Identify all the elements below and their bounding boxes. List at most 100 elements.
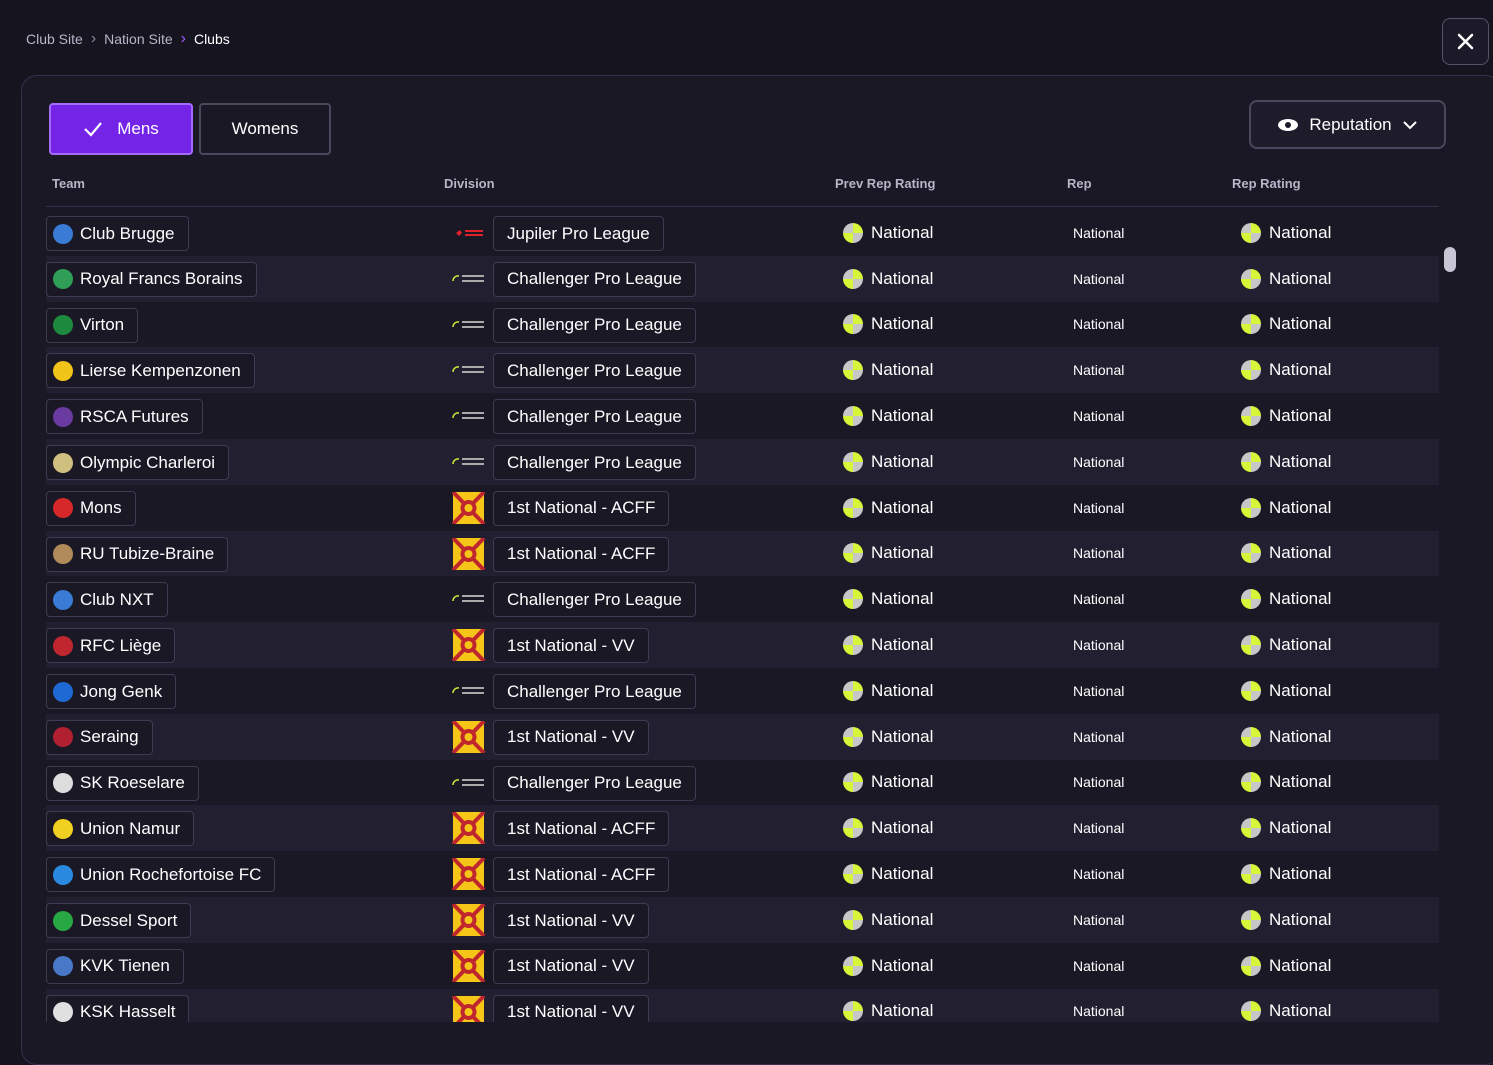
division-cell[interactable]: 1st National - VV [493,628,649,664]
division-cell[interactable]: Challenger Pro League [493,307,696,343]
division-cell[interactable]: Challenger Pro League [493,399,696,435]
table-row[interactable]: RFC Liège 1st National - VV National Nation… [46,622,1439,668]
rating-icon [843,497,863,518]
table-row[interactable]: Lierse Kempenzonen Challenger Pro League N… [46,347,1439,394]
team-cell[interactable]: Union Rochefortoise FC [46,857,276,893]
division-name: 1st National - ACFF [507,544,656,564]
team-cell[interactable]: Seraing [46,719,153,755]
team-cell[interactable]: Club Brugge [46,216,189,251]
team-cell[interactable]: KSK Hasselt [46,994,190,1022]
rep-text: National [1073,957,1125,974]
column-header[interactable]: Rep Rating [1232,176,1301,191]
column-header[interactable]: Prev Rep Rating [835,176,936,191]
rating-text: National [871,818,934,838]
table-row[interactable]: SK Roeselare Challenger Pro League Nationa… [46,760,1439,806]
rep: National [1073,210,1124,256]
crumb[interactable]: Club Site [26,31,83,47]
team-cell[interactable]: Dessel Sport [46,903,192,938]
division-cell[interactable]: 1st National - VV [493,948,649,984]
rep-rating: National [1241,210,1331,256]
sort-dropdown[interactable]: Reputation [1249,100,1446,149]
rating-text: National [1269,772,1332,792]
team-cell[interactable]: SK Roeselare [46,765,199,801]
division-cell[interactable]: Challenger Pro League [493,765,696,801]
team-name: RSCA Futures [80,406,189,426]
division-cell[interactable]: 1st National - ACFF [493,857,670,893]
prev-rep-rating: National [843,347,933,393]
table-row[interactable]: KVK Tienen 1st National - VV National Natio… [46,943,1439,989]
team-crest [53,315,73,336]
crumb[interactable]: Clubs [193,31,230,47]
rep: National [1073,347,1124,393]
rating-text: National [1269,818,1332,838]
table-row[interactable]: Virton Challenger Pro League National Natio… [46,302,1439,348]
division-cell[interactable]: 1st National - ACFF [493,811,670,847]
team-name: Virton [80,315,125,335]
table-row[interactable]: Dessel Sport 1st National - VV National Nat… [46,897,1439,943]
table-row[interactable]: KSK Hasselt 1st National - VV National Nati… [46,988,1439,1022]
crumb[interactable]: Nation Site [104,31,173,47]
team-cell[interactable]: RFC Liège [46,628,176,664]
division-logo [450,400,487,432]
division-cell[interactable]: 1st National - ACFF [493,536,670,572]
team-cell[interactable]: Olympic Charleroi [46,445,230,480]
team-cell[interactable]: Mons [46,490,136,526]
table-row[interactable]: RSCA Futures Challenger Pro League Nationa… [46,393,1439,439]
rating-icon [843,680,863,701]
rating-icon [843,1001,863,1022]
division-cell[interactable]: 1st National - ACFF [493,490,670,526]
close-button[interactable] [1442,18,1489,65]
column-header[interactable]: Team [52,176,85,191]
rep: National [1073,393,1124,439]
table-row[interactable]: Union Namur 1st National - ACFF National Na… [46,805,1439,852]
division-cell[interactable]: 1st National - VV [493,719,649,755]
rating-text: National [1269,589,1332,609]
table-row[interactable]: Olympic Charleroi Challenger Pro League Na… [46,439,1439,485]
division-name: Challenger Pro League [507,452,682,472]
division-cell[interactable]: Challenger Pro League [493,261,696,297]
division-cell[interactable]: Challenger Pro League [493,582,696,618]
table-row[interactable]: RU Tubize-Braine 1st National - ACFF Natio… [46,530,1439,577]
division-name: Challenger Pro League [507,681,682,701]
division-cell[interactable]: 1st National - VV [493,994,649,1022]
tab-mens[interactable]: Mens [49,103,193,155]
table-row[interactable]: Club Brugge Jupiler Pro League National Nat… [46,210,1439,256]
team-cell[interactable]: RU Tubize-Braine [46,536,229,572]
prev-rep-rating: National [843,302,933,348]
rep-rating: National [1241,989,1331,1022]
column-header[interactable]: Division [444,176,495,191]
rating-text: National [871,406,934,426]
prev-rep-rating: National [843,714,933,760]
table-row[interactable]: Royal Francs Borains Challenger Pro Leagu… [46,255,1439,302]
rep-rating: National [1241,714,1331,760]
tab-womens[interactable]: Womens [199,103,331,155]
division-cell[interactable]: 1st National - VV [493,903,649,938]
team-name: Mons [80,498,122,518]
team-cell[interactable]: Club NXT [46,582,168,618]
table-row[interactable]: Club NXT Challenger Pro League National Nat… [46,576,1439,622]
rep-rating: National [1241,347,1331,393]
division-cell[interactable]: Challenger Pro League [493,674,696,709]
division-cell[interactable]: Jupiler Pro League [493,216,664,251]
team-cell[interactable]: Virton [46,307,139,343]
table-row[interactable]: Jong Genk Challenger Pro League National Na… [46,668,1439,714]
table-row[interactable]: Seraing 1st National - VV National National… [46,713,1439,760]
prev-rep-rating: National [843,805,933,851]
table-row[interactable]: Mons 1st National - ACFF National National N… [46,485,1439,531]
table-row[interactable]: Union Rochefortoise FC 1st National - ACF… [46,851,1439,897]
column-header[interactable]: Rep [1067,176,1092,191]
rep-rating: National [1241,576,1331,622]
team-cell[interactable]: Lierse Kempenzonen [46,353,255,389]
team-cell[interactable]: RSCA Futures [46,399,203,435]
scrollbar-thumb[interactable] [1444,247,1456,272]
division-name: Challenger Pro League [507,360,682,380]
team-cell[interactable]: Royal Francs Borains [46,261,257,297]
team-cell[interactable]: KVK Tienen [46,948,184,984]
team-cell[interactable]: Jong Genk [46,674,177,709]
team-cell[interactable]: Union Namur [46,811,195,847]
team-crest [53,818,73,839]
rating-icon [843,955,863,976]
team-name: RFC Liège [80,635,162,655]
division-cell[interactable]: Challenger Pro League [493,353,696,389]
division-cell[interactable]: Challenger Pro League [493,445,696,480]
